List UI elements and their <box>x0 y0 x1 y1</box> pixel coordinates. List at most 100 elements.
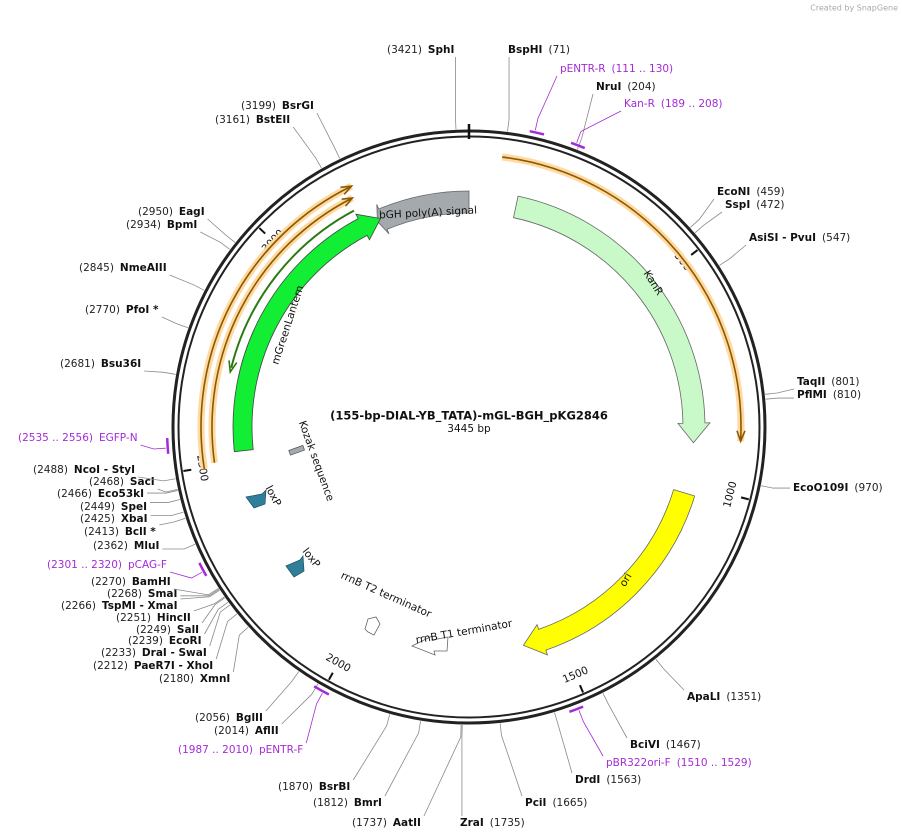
leader-line <box>499 723 523 797</box>
enzyme-position: (2056) <box>195 712 230 724</box>
leader-line <box>161 316 189 329</box>
tick-mark <box>258 227 266 235</box>
site-label: (3161) BstEII <box>215 114 290 126</box>
primer-range: (1510 .. 1529) <box>677 757 752 769</box>
site-label: (2056) BglII <box>195 712 263 724</box>
enzyme-name: EcoO109I <box>793 482 848 494</box>
leader-line <box>232 626 249 673</box>
enzyme-position: (2014) <box>214 725 249 737</box>
site-label: pENTR-R (111 .. 130) <box>560 63 673 75</box>
orf-left-outer-head <box>340 185 354 195</box>
enzyme-position: (1467) <box>666 739 701 751</box>
leader-line <box>204 601 229 635</box>
enzyme-name: ApaLI <box>687 691 720 703</box>
leader-line <box>169 274 205 291</box>
enzyme-name: BstEII <box>256 114 290 126</box>
enzyme-name: AsiSI - PvuI <box>749 232 816 244</box>
primer-mark <box>198 562 208 577</box>
orf-left-inner <box>211 197 353 463</box>
site-label: (3421) SphI <box>387 44 454 56</box>
site-label: (2413) BclI * <box>84 526 156 538</box>
site-label: (1987 .. 2010) pENTR-F <box>178 744 303 756</box>
terminator-mark <box>364 616 381 636</box>
enzyme-position: (2239) <box>128 635 163 647</box>
enzyme-name: BciVI <box>630 739 660 751</box>
site-label: (2233) DraI - SwaI <box>101 647 207 659</box>
enzyme-position: (2466) <box>57 488 92 500</box>
enzyme-position: (2233) <box>101 647 136 659</box>
enzyme-position: (970) <box>854 482 882 494</box>
enzyme-name: EcoNI <box>717 186 750 198</box>
tick-mark <box>183 468 192 472</box>
site-label: (2425) XbaI <box>80 513 148 525</box>
enzyme-name: BsrGI <box>282 100 314 112</box>
site-label: (2239) EcoRI <box>128 635 202 647</box>
leader-line <box>534 75 558 131</box>
enzyme-name: BglII <box>236 712 263 724</box>
terminator-mark <box>411 635 449 656</box>
leader-line <box>173 588 219 596</box>
leader-line <box>140 444 166 450</box>
enzyme-name: SacI <box>130 476 155 488</box>
enzyme-name: HincII <box>157 612 191 624</box>
site-label: BciVI (1467) <box>630 739 701 751</box>
loxp-mark <box>245 489 267 509</box>
primer-range: (111 .. 130) <box>612 63 674 75</box>
site-label: (2251) HincII <box>116 612 191 624</box>
enzyme-name: SspI <box>725 199 750 211</box>
site-label: (2681) Bsu36I <box>60 358 141 370</box>
enzyme-name: BmrI <box>354 797 382 809</box>
leader-line <box>292 126 322 169</box>
leader-line <box>765 388 795 395</box>
loxp-mark <box>285 555 305 578</box>
feature-label: ori <box>617 571 634 589</box>
enzyme-name: MluI <box>134 540 159 552</box>
site-label: PflMI (810) <box>797 389 861 401</box>
leader-line <box>602 693 628 739</box>
enzyme-name: EcoRI <box>169 635 202 647</box>
orf-right-head <box>736 430 746 444</box>
enzyme-position: (3421) <box>387 44 422 56</box>
map-length: 3445 bp <box>447 423 491 435</box>
site-label: (2014) AflII <box>214 725 279 737</box>
enzyme-position: (2468) <box>89 476 124 488</box>
feature-ori <box>522 489 696 656</box>
site-label: (2934) BpmI <box>126 219 197 231</box>
tick-mark <box>740 496 750 501</box>
primer-mark <box>529 129 545 136</box>
feature-label: bGH poly(A) signal <box>379 204 478 221</box>
enzyme-name: BspHI <box>508 44 542 56</box>
leader-line <box>162 543 196 550</box>
enzyme-name: Eco53kI <box>98 488 144 500</box>
site-label: (2468) SacI <box>89 476 155 488</box>
enzyme-position: (1737) <box>352 817 387 829</box>
primer-mark <box>568 705 584 713</box>
enzyme-position: (2425) <box>80 513 115 525</box>
enzyme-name: TaqII <box>797 376 825 388</box>
enzyme-name: XbaI <box>121 513 148 525</box>
enzyme-position: (204) <box>627 81 655 93</box>
site-label: (2770) PfoI * <box>85 304 159 316</box>
leader-line <box>384 720 421 797</box>
site-label: (2180) XmnI <box>159 673 230 685</box>
enzyme-name: DrdI <box>575 774 600 786</box>
enzyme-name: NcoI - StyI <box>74 464 135 476</box>
site-label: (2212) PaeR7I - XhoI <box>93 660 213 672</box>
site-label: (2535 .. 2556) EGFP-N <box>18 432 138 444</box>
enzyme-position: (2180) <box>159 673 194 685</box>
tick-label: 1000 <box>721 480 739 509</box>
enzyme-position: (2266) <box>61 600 96 612</box>
site-label: (2301 .. 2320) pCAG-F <box>47 559 167 571</box>
leader-line <box>169 571 203 579</box>
enzyme-name: XmnI <box>200 673 230 685</box>
enzyme-position: (2249) <box>136 624 171 636</box>
site-label: (2249) SalI <box>136 624 199 636</box>
primer-mark <box>570 141 586 150</box>
site-label: pBR322ori-F (1510 .. 1529) <box>606 757 752 769</box>
kozak-mark <box>288 444 305 456</box>
enzyme-position: (1735) <box>490 817 525 829</box>
enzyme-position: (2934) <box>126 219 161 231</box>
primer-mark <box>313 685 330 696</box>
enzyme-position: (1351) <box>726 691 761 703</box>
